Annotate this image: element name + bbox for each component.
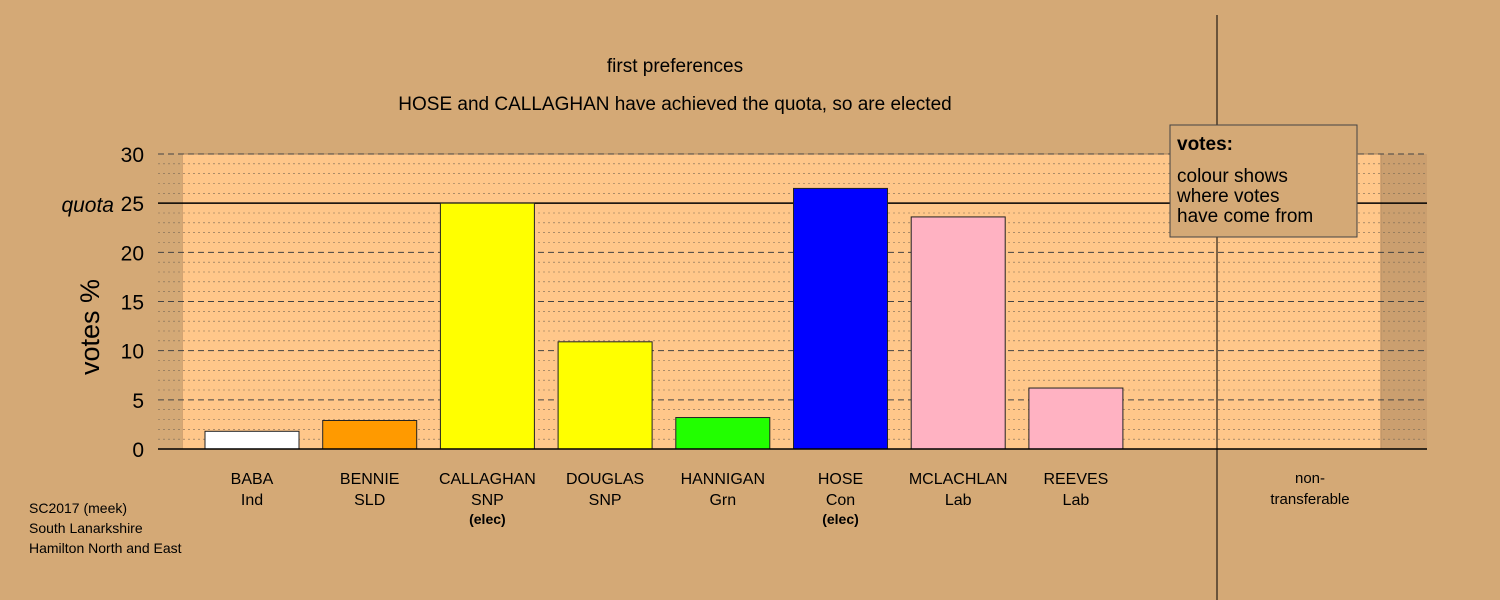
y-tick-label: 30: [121, 144, 144, 167]
bar-baba: [204, 430, 300, 450]
candidate-party: SLD: [354, 492, 385, 509]
candidate-name: BENNIE: [340, 471, 400, 488]
bar-mclachlan: [910, 216, 1006, 450]
bar-callaghan: [439, 202, 535, 450]
candidate-name: HANNIGAN: [681, 471, 765, 488]
chart-subtitle: HOSE and CALLAGHAN have achieved the quo…: [398, 94, 951, 115]
legend-line: where votes: [1176, 186, 1279, 207]
legend-line: colour shows: [1177, 166, 1288, 187]
y-tick-label: 10: [121, 341, 144, 364]
footer-election: SC2017 (meek): [29, 500, 128, 516]
candidate-name: REEVES: [1043, 471, 1108, 488]
x-tick-labels: BABA Ind BENNIE SLD CALLAGHAN SNP (elec) DOUGLA…: [231, 471, 1109, 527]
bar-bennie: [322, 419, 418, 450]
candidate-name: HOSE: [818, 471, 863, 488]
bars: [204, 187, 1124, 450]
legend-line: have come from: [1177, 206, 1313, 227]
nontransferable-line2: transferable: [1270, 491, 1349, 508]
y-tick-label: 20: [121, 242, 144, 265]
candidate-party: SNP: [589, 492, 622, 509]
candidate-name: CALLAGHAN: [439, 471, 536, 488]
candidate-name: MCLACHLAN: [909, 471, 1008, 488]
candidate-party: Con: [826, 492, 855, 509]
bar-hannigan: [675, 417, 771, 450]
y-tick-labels: 0 5 10 15 20 25 30: [121, 144, 144, 462]
bar-hose: [793, 187, 888, 450]
candidate-party: Lab: [945, 492, 972, 509]
y-tick-label: 0: [132, 439, 144, 462]
footer-ward: Hamilton North and East: [29, 540, 182, 556]
candidate-party: Grn: [709, 492, 736, 509]
bar-douglas: [557, 341, 653, 450]
quota-label: quota: [61, 194, 114, 217]
legend-heading: votes:: [1177, 134, 1233, 155]
y-tick-label: 5: [132, 390, 144, 413]
footer-council: South Lanarkshire: [29, 520, 143, 536]
y-tick-label: 15: [121, 292, 144, 315]
chart-title: first preferences: [607, 56, 743, 77]
candidate-name: BABA: [231, 471, 274, 488]
y-axis-label: votes %: [75, 279, 105, 375]
gridlines: [158, 153, 1427, 440]
bar-reeves: [1028, 387, 1124, 450]
nontransferable-label: non- transferable: [1270, 470, 1349, 508]
y-tick-label: 25: [121, 193, 144, 216]
legend-box: [1169, 124, 1358, 238]
elected-note: (elec): [822, 511, 859, 527]
legend: votes: colour shows where votes have com…: [1169, 124, 1358, 238]
candidate-party: SNP: [471, 492, 504, 509]
nontransferable-line1: non-: [1295, 470, 1325, 487]
footer-info: SC2017 (meek) South Lanarkshire Hamilton…: [29, 498, 182, 558]
candidate-party: Lab: [1063, 492, 1090, 509]
candidate-party: Ind: [241, 492, 263, 509]
elected-note: (elec): [469, 511, 506, 527]
candidate-name: DOUGLAS: [566, 471, 644, 488]
